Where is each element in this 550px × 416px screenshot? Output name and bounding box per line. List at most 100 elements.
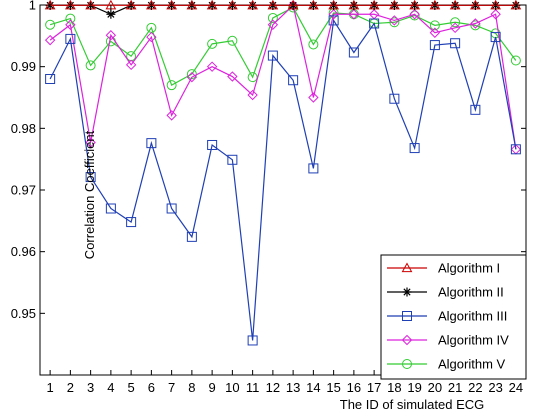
circle-marker	[166, 80, 177, 91]
square-marker	[369, 18, 380, 29]
square-marker	[450, 38, 461, 49]
x-tick-label: 13	[286, 380, 300, 395]
diamond-marker	[146, 31, 157, 43]
legend-label: Algorithm II	[438, 285, 504, 300]
circle-marker	[186, 69, 197, 80]
diamond-marker	[267, 19, 279, 30]
asterisk-marker	[106, 9, 116, 19]
square-marker	[490, 32, 501, 43]
x-tick-label: 1	[47, 380, 54, 395]
square-marker	[85, 172, 96, 183]
diamond-marker	[348, 9, 360, 20]
legend-label: Algorithm IV	[438, 333, 509, 348]
diamond-marker	[186, 71, 198, 83]
diamond-marker	[65, 19, 76, 30]
diamond-marker	[166, 110, 177, 121]
square-marker	[308, 163, 319, 174]
square-marker	[166, 203, 177, 214]
square-marker	[348, 47, 359, 58]
square-marker	[288, 75, 299, 86]
square-marker	[402, 311, 412, 321]
circle-marker	[429, 20, 440, 31]
x-tick-label: 6	[148, 380, 155, 395]
diamond-marker	[328, 9, 339, 20]
circle-marker	[65, 13, 76, 24]
x-tick-label: 22	[468, 380, 482, 395]
x-tick-label: 3	[87, 380, 94, 395]
diamond-marker	[429, 27, 441, 38]
legend-label: Algorithm I	[438, 261, 500, 276]
square-marker	[105, 203, 116, 214]
x-tick-label: 4	[107, 380, 114, 395]
circle-marker	[389, 17, 400, 28]
square-marker	[186, 231, 197, 242]
x-tick-label: 19	[407, 380, 421, 395]
x-tick-label: 15	[326, 380, 340, 395]
x-tick-label: 14	[306, 380, 320, 395]
y-tick-label: 1	[29, 0, 36, 13]
x-tick-label: 2	[67, 380, 74, 395]
circle-marker	[45, 19, 56, 30]
square-marker	[510, 144, 521, 155]
asterisk-marker	[402, 287, 412, 297]
x-tick-label: 20	[428, 380, 442, 395]
square-marker	[227, 154, 238, 165]
series-line	[49, 6, 517, 87]
x-tick-label: 12	[266, 380, 280, 395]
series-algorithm-v	[45, 2, 521, 91]
diamond-marker	[125, 59, 137, 71]
y-tick-label: 0.98	[11, 121, 36, 136]
x-tick-label: 21	[448, 380, 462, 395]
diamond-marker	[308, 92, 319, 103]
square-marker	[207, 139, 218, 150]
circle-marker	[470, 20, 481, 31]
ticks-layer: 1 2 3 4 5 6 7 8 9 10 11 12 13 14 15 16 17 18 19 20 21 22 23 240…	[11, 0, 526, 395]
square-marker	[409, 143, 420, 154]
x-tick-label: 18	[387, 380, 401, 395]
series-line	[49, 18, 517, 341]
diamond-marker	[409, 9, 420, 20]
diamond-marker	[470, 18, 481, 29]
diamond-marker	[449, 22, 461, 34]
diamond-marker	[44, 34, 56, 46]
diamond-marker	[85, 137, 96, 148]
circle-marker	[85, 60, 96, 71]
circle-marker	[247, 72, 258, 83]
diamond-marker	[490, 9, 501, 20]
square-marker	[328, 15, 339, 26]
legend: Algorithm I Algorithm II Algorithm III Algo…	[380, 254, 527, 380]
diamond-marker	[206, 61, 218, 72]
x-tick-label: 11	[246, 380, 260, 395]
y-tick-label: 0.96	[11, 244, 36, 259]
circle-marker	[207, 38, 218, 49]
square-marker	[146, 138, 157, 149]
circle-marker	[510, 55, 521, 66]
diamond-marker	[247, 89, 258, 101]
legend-label: Algorithm V	[438, 357, 506, 372]
x-tick-label: 23	[488, 380, 502, 395]
square-marker	[429, 40, 440, 51]
series-algorithm-iv	[44, 0, 522, 155]
diamond-marker	[105, 30, 117, 41]
x-tick-label: 5	[128, 380, 135, 395]
circle-marker	[227, 35, 238, 46]
square-marker	[389, 93, 400, 104]
x-tick-label: 17	[367, 380, 381, 395]
square-marker	[247, 335, 258, 346]
legend-label: Algorithm III	[438, 309, 507, 324]
x-tick-label: 24	[509, 380, 523, 395]
legend-box	[380, 254, 527, 380]
diamond-marker	[227, 71, 238, 82]
diamond-marker	[401, 334, 413, 346]
circle-marker	[450, 17, 461, 28]
x-tick-label: 16	[347, 380, 361, 395]
x-tick-label: 8	[188, 380, 195, 395]
series-algorithm-iii	[45, 15, 521, 346]
square-marker	[126, 217, 137, 228]
circle-marker	[402, 359, 412, 369]
diamond-marker	[389, 15, 400, 26]
circle-marker	[308, 39, 319, 50]
y-tick-label: 0.97	[11, 183, 36, 198]
x-tick-label: 7	[168, 380, 175, 395]
